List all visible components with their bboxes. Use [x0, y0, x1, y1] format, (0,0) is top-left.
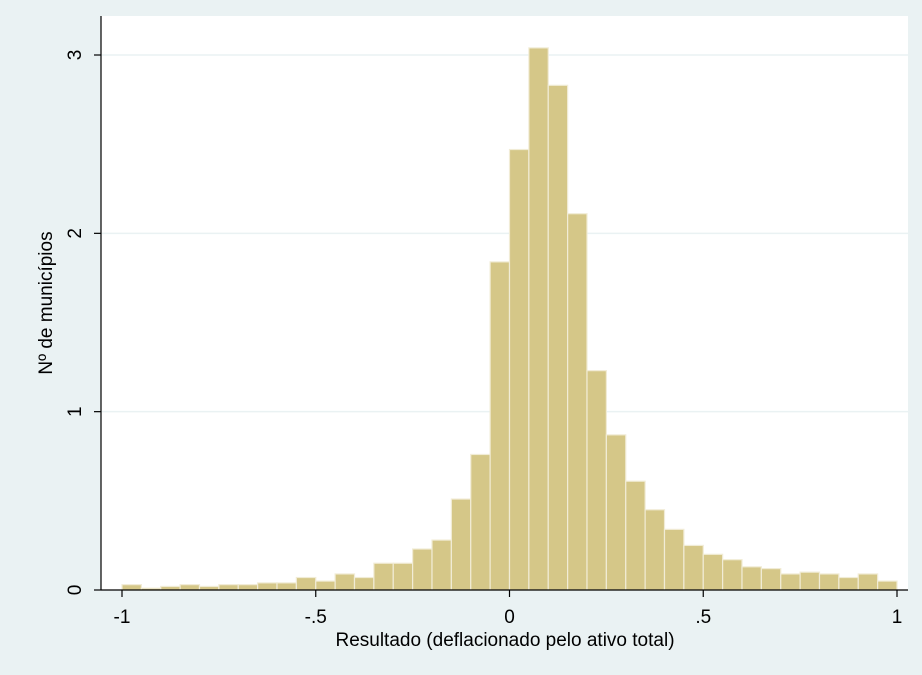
- histogram-bar: [683, 544, 704, 591]
- histogram-bar: [547, 84, 569, 591]
- histogram-bar: [567, 213, 588, 591]
- histogram-bar: [838, 576, 859, 591]
- histogram-bar: [799, 571, 821, 591]
- histogram-bars: [121, 47, 898, 591]
- histogram-bar: [373, 562, 394, 591]
- histogram-bar: [412, 548, 433, 591]
- histogram-bar: [392, 562, 414, 591]
- histogram-bar: [586, 370, 607, 591]
- histogram-bar: [179, 584, 201, 591]
- histogram-bar: [818, 573, 840, 591]
- histogram-bar: [528, 47, 549, 591]
- histogram-bar: [722, 559, 743, 591]
- histogram-bar: [257, 582, 278, 591]
- y-axis-ticks: 0 1 2 3: [65, 50, 101, 596]
- y-tick-label: 0: [65, 585, 86, 596]
- histogram-bar: [353, 576, 375, 591]
- histogram-bar: [237, 584, 259, 591]
- y-tick-label: 1: [65, 406, 86, 417]
- x-axis-title: Resultado (deflacionado pelo ativo total…: [335, 630, 674, 651]
- histogram-bar: [218, 584, 239, 591]
- y-tick-label: 3: [65, 50, 86, 61]
- x-tick-label: 1: [892, 607, 903, 628]
- histogram-bar: [780, 573, 801, 591]
- histogram-bar: [644, 509, 666, 591]
- histogram-bar: [315, 580, 336, 591]
- histogram-bar: [121, 584, 142, 591]
- histogram-bar: [295, 576, 317, 591]
- x-axis-ticks: -1 -.5 0 .5 1: [114, 590, 903, 628]
- y-tick-label: 2: [65, 228, 86, 239]
- x-tick-label: -.5: [305, 607, 327, 628]
- histogram-bar: [470, 453, 491, 591]
- histogram-bar: [877, 580, 898, 591]
- histogram-bar: [702, 553, 724, 591]
- histogram-bar: [857, 573, 879, 591]
- y-axis-title: Nº de municípios: [36, 231, 57, 374]
- histogram-bar: [276, 582, 297, 591]
- histogram-bar: [489, 261, 511, 591]
- x-tick-label: 0: [504, 607, 515, 628]
- histogram-bar: [334, 573, 356, 591]
- x-tick-label: -1: [114, 607, 131, 628]
- histogram-bar: [625, 480, 646, 591]
- histogram-bar: [508, 148, 530, 591]
- x-tick-label: .5: [695, 607, 711, 628]
- histogram-bar: [605, 434, 627, 591]
- histogram-bar: [431, 539, 452, 591]
- histogram-bar: [741, 566, 762, 591]
- histogram-bar: [663, 528, 685, 591]
- histogram-bar: [760, 567, 782, 591]
- histogram-bar: [450, 498, 472, 591]
